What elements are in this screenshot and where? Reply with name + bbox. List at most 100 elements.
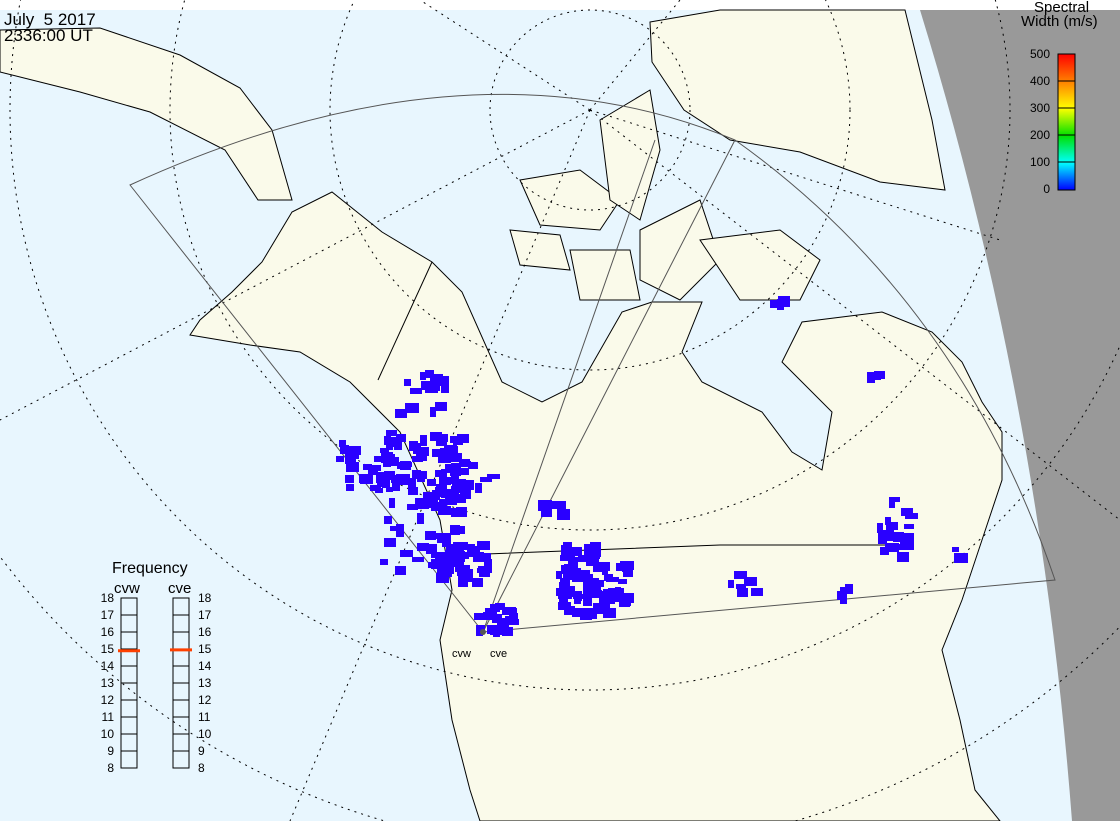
scatter-cell xyxy=(441,386,449,393)
scatter-cell xyxy=(477,541,490,550)
scatter-cell xyxy=(455,463,461,469)
scatter-cell xyxy=(568,586,575,591)
scatter-cell xyxy=(885,517,891,525)
scatter-cell xyxy=(438,452,445,463)
frequency-tick: 17 xyxy=(100,608,114,622)
scatter-cell xyxy=(412,557,424,562)
frequency-tick: 16 xyxy=(198,625,212,639)
scatter-cell xyxy=(487,474,500,479)
scatter-cell xyxy=(396,524,404,532)
scatter-cell xyxy=(425,382,438,393)
scatter-cell xyxy=(560,555,569,561)
scatter-cell xyxy=(602,591,611,601)
frequency-tick: 10 xyxy=(100,727,114,741)
frequency-tick: 9 xyxy=(107,744,114,758)
frequency-tick: 9 xyxy=(198,744,205,758)
scatter-cell xyxy=(455,565,461,572)
scatter-cell xyxy=(556,588,562,596)
scatter-cell xyxy=(346,462,359,472)
scatter-cell xyxy=(573,591,582,599)
scatter-cell xyxy=(417,543,429,551)
scatter-cell xyxy=(432,449,442,457)
scatter-cell xyxy=(386,487,393,492)
scatter-cell xyxy=(460,489,471,499)
land xyxy=(0,9,1003,821)
scatter-cell xyxy=(386,445,393,450)
scatter-cell xyxy=(737,588,748,597)
scatter-cell xyxy=(845,584,853,594)
scatter-cell xyxy=(744,577,757,586)
scatter-cell xyxy=(458,579,468,587)
scatter-cell xyxy=(439,376,449,386)
frequency-tick: 8 xyxy=(198,761,205,775)
scatter-cell xyxy=(384,538,396,547)
colorbar-tick: 300 xyxy=(1029,101,1050,115)
frequency-tick: 18 xyxy=(100,591,114,605)
scatter-cell xyxy=(877,523,883,533)
scatter-cell xyxy=(491,614,502,619)
scatter-cell xyxy=(392,483,400,491)
scatter-cell xyxy=(440,506,451,515)
scatter-cell xyxy=(395,409,407,418)
scatter-cell xyxy=(425,501,437,508)
scatter-cell xyxy=(425,370,434,378)
scatter-cell xyxy=(451,508,460,517)
scatter-cell xyxy=(578,555,589,562)
scatter-cell xyxy=(380,448,389,453)
scatter-cell xyxy=(506,619,519,625)
scatter-cell xyxy=(412,456,423,462)
scatter-cell xyxy=(880,547,889,555)
scatter-cell xyxy=(480,477,492,482)
scatter-cell xyxy=(384,516,392,524)
scatter-cell xyxy=(892,544,905,550)
scatter-cell xyxy=(445,495,457,505)
frequency-tick: 15 xyxy=(100,642,114,656)
scatter-cell xyxy=(770,300,783,308)
frequency-tick: 11 xyxy=(198,710,211,724)
scatter-cell xyxy=(395,566,406,575)
scatter-cell xyxy=(426,544,437,554)
scatter-cell xyxy=(552,501,566,509)
scatter-cell xyxy=(468,462,478,469)
scatter-cell xyxy=(371,465,381,471)
scatter-cell xyxy=(618,579,627,584)
scatter-cell xyxy=(606,577,619,582)
scatter-cell xyxy=(339,440,346,447)
scatter-cell xyxy=(374,456,382,462)
scatter-cell xyxy=(345,453,353,464)
scatter-cell xyxy=(443,554,455,562)
scatter-cell xyxy=(435,470,447,477)
scatter-cell xyxy=(417,513,424,524)
scatter-cell xyxy=(378,473,388,478)
scatter-cell xyxy=(345,475,354,483)
scatter-cell xyxy=(436,533,447,539)
scatter-cell xyxy=(398,462,412,467)
scatter-cell xyxy=(905,513,918,519)
scatter-cell xyxy=(587,578,599,587)
scatter-cell xyxy=(384,436,391,445)
scatter-cell xyxy=(492,617,498,623)
scatter-cell xyxy=(436,484,447,495)
scatter-cell xyxy=(557,509,570,520)
colorbar-title-1: Spectral xyxy=(1034,0,1090,16)
scatter-cell xyxy=(564,606,575,615)
frequency-tick: 12 xyxy=(198,693,212,707)
scatter-cell xyxy=(396,531,404,537)
scatter-cell xyxy=(541,507,552,517)
scatter-cell xyxy=(360,475,373,484)
scatter-cell xyxy=(867,372,875,383)
scatter-cell xyxy=(435,402,447,411)
scatter-cell xyxy=(616,563,624,571)
scatter-cell xyxy=(453,494,466,503)
scatter-cell xyxy=(503,607,516,615)
scatter-cell xyxy=(952,547,959,552)
colorbar-tick: 0 xyxy=(1043,182,1050,196)
scatter-cell xyxy=(349,452,359,459)
frequency-tick: 10 xyxy=(198,727,212,741)
frequency-tick: 17 xyxy=(198,608,212,622)
scatter-cell xyxy=(479,567,490,577)
colorbar-title-2: Width (m/s) xyxy=(1021,13,1098,30)
scatter-cell xyxy=(351,449,358,454)
scatter-cell xyxy=(889,497,900,502)
scatter-cell xyxy=(438,565,447,571)
